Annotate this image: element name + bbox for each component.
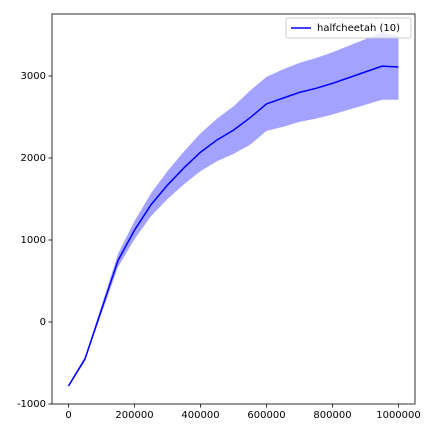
x-tick-label: 600000	[247, 410, 285, 421]
confidence-band	[68, 32, 399, 388]
x-tick-label: 200000	[115, 410, 153, 421]
y-tick-label: 2000	[21, 153, 46, 164]
legend-box	[285, 17, 412, 39]
x-tick-label: 0	[65, 410, 71, 421]
y-tick-label: 0	[40, 317, 46, 328]
x-tick-label: 400000	[181, 410, 219, 421]
axes-frame	[51, 13, 416, 405]
y-tick-label: 1000	[21, 235, 46, 246]
y-tick-label: 3000	[21, 71, 46, 82]
legend-label: halfcheetah (10)	[317, 23, 400, 34]
y-tick-label: -1000	[17, 399, 46, 410]
legend: halfcheetah (10)	[285, 17, 412, 39]
x-tick-label: 1000000	[376, 410, 421, 421]
line	[67, 65, 399, 387]
x-tick-label: 800000	[313, 410, 351, 421]
